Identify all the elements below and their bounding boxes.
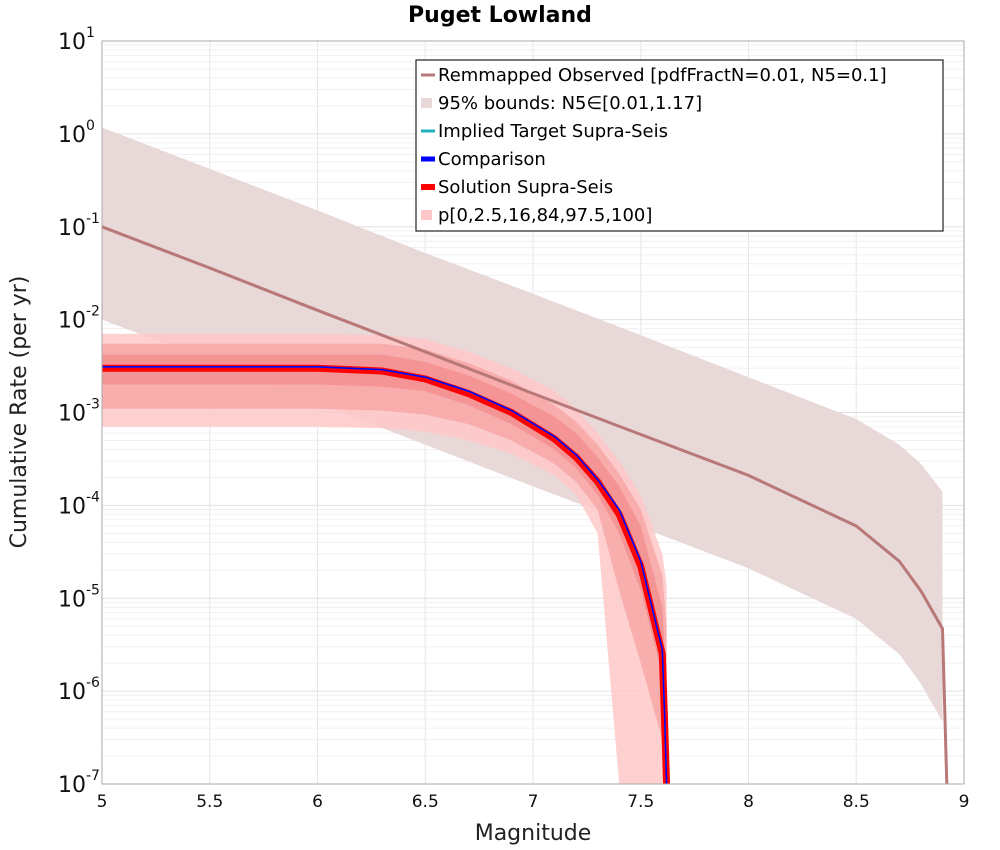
x-tick-label: 6 [312,792,323,812]
x-tick-label: 7 [528,792,539,812]
plot-frame [101,40,965,785]
y-tick-label: 10-7 [58,768,100,798]
y-tick-label: 10-5 [58,582,100,612]
x-tick-label: 8.5 [843,792,870,812]
bands [102,127,943,784]
y-tick-label: 10-2 [58,304,100,334]
lines [101,225,949,785]
x-tick-label: 6.5 [412,792,439,812]
solution-line [102,364,671,785]
x-tick-labels: 5 5.5 6 6.5 7 7.5 8 8.5 9 [97,792,970,812]
chart-title: Puget Lowland [408,3,592,28]
legend-box [415,59,944,232]
legend-label: Implied Target Supra-Seis [438,121,668,142]
x-tick-label: 9 [959,792,970,812]
y-axis-label: Cumulative Rate (per yr) [7,276,32,549]
observed-line [101,225,949,785]
legend-swatch [421,210,432,220]
x-tick-label: 5 [97,792,108,812]
legend-label: Remmapped Observed [pdfFractN=0.01, N5=0… [438,65,887,86]
y-tick-label: 100 [58,118,95,148]
x-tick-label: 8 [743,792,754,812]
legend-swatch [421,98,432,108]
y-tick-label: 10-1 [58,211,100,241]
legend-label: Solution Supra-Seis [438,177,613,198]
legend-label: p[0,2.5,16,84,97.5,100] [438,205,652,226]
x-tick-label: 5.5 [196,792,223,812]
legend-label: Comparison [438,149,546,170]
x-tick-label: 7.5 [627,792,654,812]
y-tick-label: 10-4 [58,489,100,519]
y-tick-label: 10-3 [58,397,100,427]
legend-label: 95% bounds: N5∈[0.01,1.17] [438,93,702,114]
y-tick-label: 101 [58,25,95,55]
y-tick-label: 10-6 [58,675,100,705]
pct-band-2.5-97.5 [102,343,667,784]
legend: Remmapped Observed [pdfFractN=0.01, N5=0… [415,59,944,232]
x-axis-label: Magnitude [475,821,592,846]
comparison-line [102,366,668,785]
y-tick-labels: 101 100 10-1 10-2 10-3 10-4 10-5 10-6 10-7 [58,25,100,798]
